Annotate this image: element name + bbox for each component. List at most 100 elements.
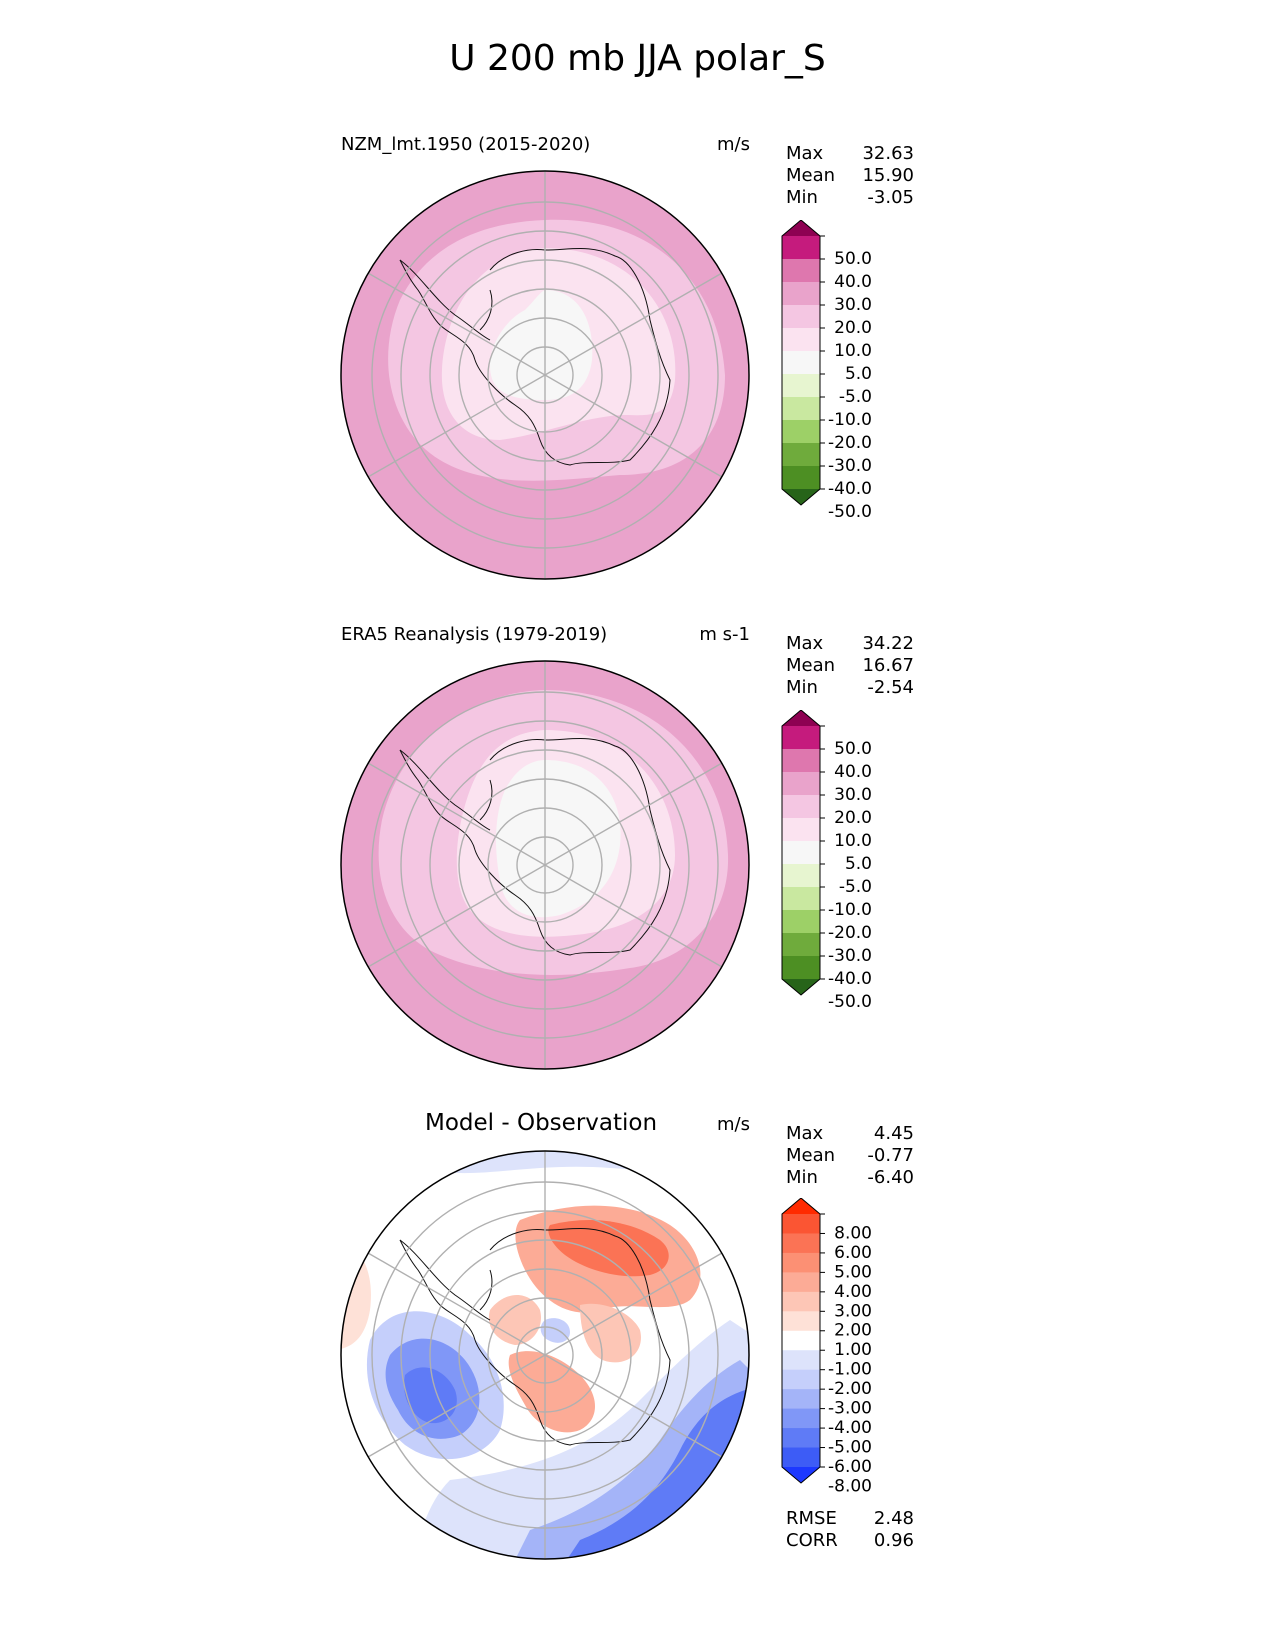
stat-label: Max [786,1123,824,1144]
stat-value: -6.40 [867,1167,914,1188]
colorbar-tick-label: 10.0 [834,831,872,851]
colorbar-tick-label: -3.00 [828,1399,872,1419]
panel1-colorbar: 50.0 40.0 30.0 20.0 10.0 5.0 -5.0 -10.0 -20.0 -30… [781,220,872,520]
colorbar-segment [782,795,820,819]
graticule [367,1151,723,1559]
colorbar-tick-label: 50.0 [834,249,872,269]
stat-row-corr: CORR 0.96 [786,1530,914,1552]
stat-value: 0.96 [873,1530,914,1551]
panel3-colorbar: 8.006.005.004.003.002.001.00-1.00-2.00-3… [781,1198,872,1496]
graticule [367,661,723,1069]
colorbar-extension-bottom [782,489,820,505]
stat-label: RMSE [786,1508,837,1529]
colorbar-tick-label: 30.0 [834,295,872,315]
colorbar-tick-label: -5.00 [828,1437,872,1457]
stat-row-mean: Mean 15.90 [786,165,914,187]
colorbar-tick-label: 20.0 [834,808,872,828]
stat-label: Mean [786,165,836,186]
coastline [399,738,671,956]
panel2-stats: Max 34.22 Mean 16.67 Min -2.54 [786,633,914,699]
coastline [399,1228,671,1446]
panel2-title: ERA5 Reanalysis (1979-2019) [341,624,608,645]
stat-value: 2.48 [873,1508,914,1529]
stat-row-mean: Mean 16.67 [786,655,914,677]
colorbar-tick-label: -6.00 [828,1457,872,1477]
stat-label: Mean [786,655,836,676]
colorbar-tick-label: -1.00 [828,1360,872,1380]
stat-label: CORR [786,1530,838,1551]
stat-row-min: Min -2.54 [786,677,914,699]
colorbar-segment [782,887,820,911]
stat-label: Mean [786,1145,836,1166]
colorbar-segment [782,420,820,444]
colorbar-segment [782,864,820,888]
panel1-stats: Max 32.63 Mean 15.90 Min -3.05 [786,143,914,209]
colorbar-segment [782,956,820,980]
colorbar-segment [782,772,820,796]
colorbar-segment [782,1408,820,1429]
coastline [399,248,671,466]
colorbar-segment [782,282,820,306]
stat-label: Max [786,633,824,654]
colorbar-segment [782,1311,820,1332]
colorbar-tick-label: -50.0 [828,502,872,520]
stat-label: Min [786,1167,818,1188]
colorbar-tick-label: 6.00 [834,1243,872,1263]
colorbar-segment [782,259,820,283]
colorbar-segment [782,328,820,352]
colorbar-tick-label: -2.00 [828,1379,872,1399]
panel1-units: m/s [717,134,750,155]
contour-2-3 [580,1303,641,1363]
panel2-colorbar: 50.0 40.0 30.0 20.0 10.0 5.0 -5.0 -10.0 -20.0 -30… [781,710,872,1010]
stat-value: -3.05 [867,187,914,208]
stat-label: Min [786,677,818,698]
stat-row-max: Max 32.63 [786,143,914,165]
colorbar-segment [782,1350,820,1371]
colorbar-segment [782,933,820,957]
colorbar-tick-label: 50.0 [834,739,872,759]
stat-row-rmse: RMSE 2.48 [786,1508,914,1530]
colorbar-extension-top [782,1198,820,1214]
colorbar-segment [782,1214,820,1234]
colorbar-tick-label: 8.00 [834,1223,872,1243]
colorbar-segment [782,1330,820,1351]
colorbar-tick-label: -5.0 [839,877,872,897]
colorbar-tick-label: -20.0 [828,433,872,453]
stat-value: 16.67 [862,655,914,676]
contour-neg3-neg2 [540,1318,570,1343]
colorbar-tick-label: -5.0 [839,387,872,407]
panel3-extra-stats: RMSE 2.48 CORR 0.96 [786,1508,914,1552]
stat-value: 15.90 [862,165,914,186]
colorbar-tick-label: 10.0 [834,341,872,361]
colorbar-segment [782,374,820,398]
graticule [367,171,723,579]
colorbar-segment [782,1233,820,1254]
colorbar-segment [782,466,820,490]
stat-value: -2.54 [867,677,914,698]
colorbar-tick-label: -50.0 [828,992,872,1010]
panel1-polar-map [340,170,750,580]
colorbar-segment [782,1369,820,1390]
colorbar-segment [782,818,820,842]
colorbar-tick-label: 1.00 [834,1340,872,1360]
stat-row-max: Max 4.45 [786,1123,914,1145]
stat-row-min: Min -3.05 [786,187,914,209]
stat-value: 32.63 [862,143,914,164]
colorbar-tick-label: 40.0 [834,762,872,782]
colorbar-segment [782,1389,820,1410]
colorbar-segment [782,749,820,773]
colorbar-segment [782,1428,820,1449]
contour-5-6 [548,1220,669,1277]
colorbar-segment [782,443,820,467]
colorbar-tick-label: -4.00 [828,1418,872,1438]
colorbar-tick-label: 2.00 [834,1321,872,1341]
stat-row-max: Max 34.22 [786,633,914,655]
colorbar-tick-label: -40.0 [828,969,872,989]
map-boundary [340,1150,750,1560]
panel3-units: m/s [717,1114,750,1135]
panel2-units: m s-1 [699,624,750,645]
map-boundary [340,660,750,1070]
map-boundary [340,170,750,580]
stat-value: 4.45 [873,1123,914,1144]
contour-neg5-5 [496,760,621,918]
